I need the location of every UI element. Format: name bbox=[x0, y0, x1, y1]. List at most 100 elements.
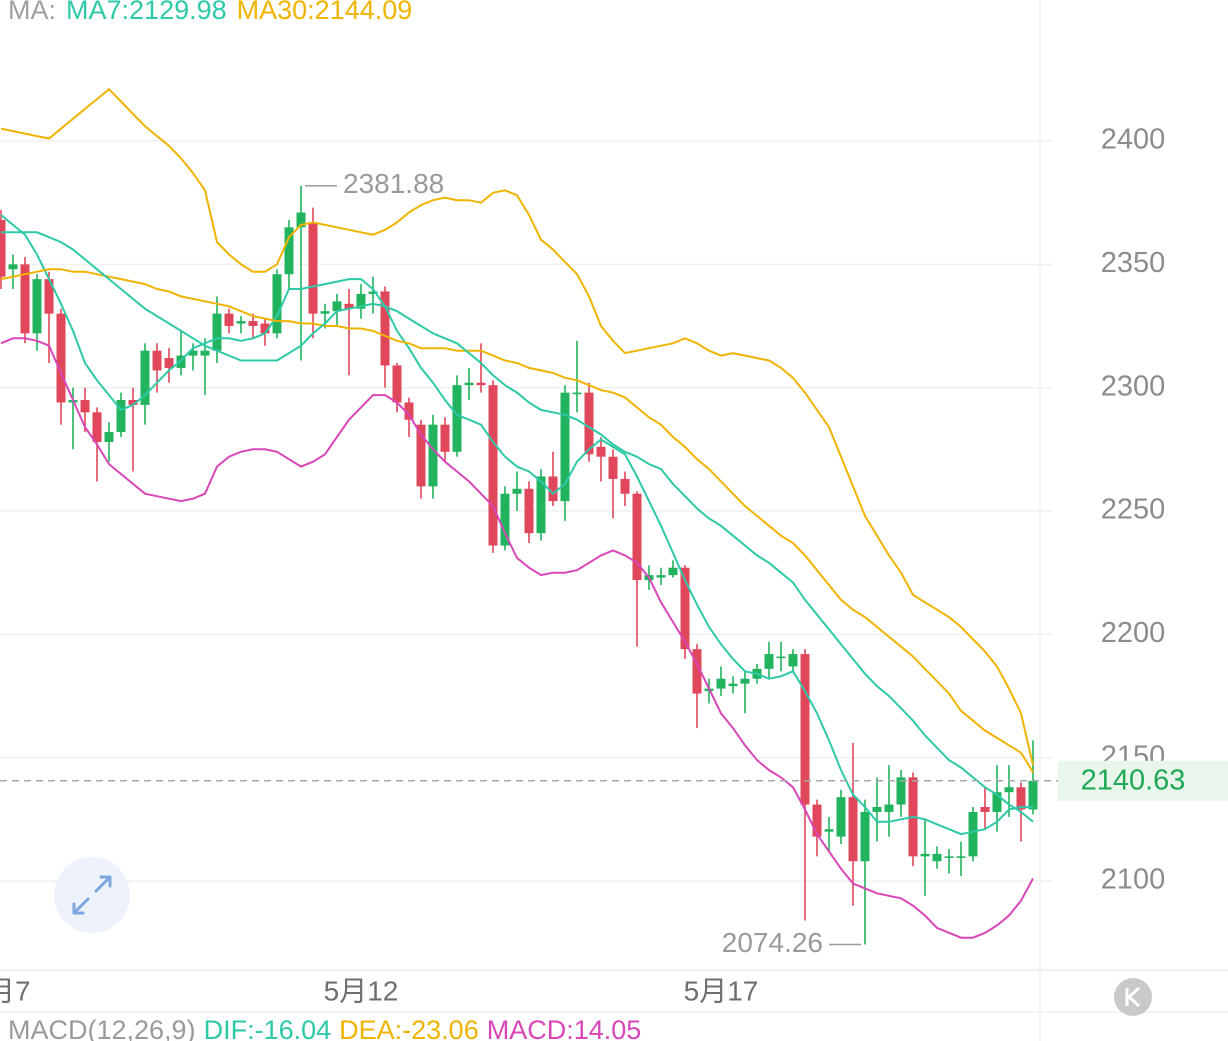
y-tick-label: 2100 bbox=[1101, 864, 1166, 896]
candle-body bbox=[944, 856, 954, 858]
k-button-bg[interactable] bbox=[1114, 978, 1152, 1016]
candle-body bbox=[788, 654, 798, 667]
x-tick-label: 5月7 bbox=[0, 975, 31, 1006]
candle-body bbox=[488, 385, 498, 546]
candle-body bbox=[680, 567, 690, 650]
y-tick-label: 2250 bbox=[1101, 494, 1166, 526]
candle-body bbox=[848, 797, 858, 862]
candle-body bbox=[824, 829, 834, 832]
candle-body bbox=[104, 432, 114, 442]
indicator-line bbox=[1, 231, 1034, 823]
candle-body bbox=[800, 654, 810, 805]
y-tick-label: 2300 bbox=[1101, 370, 1166, 402]
candle-body bbox=[416, 424, 426, 487]
candle-body bbox=[296, 212, 306, 228]
current-price-box bbox=[1058, 760, 1228, 801]
legend: MA: MA7:2129.98 MA30:2144.09 bbox=[8, 0, 412, 25]
candle-body bbox=[896, 777, 906, 805]
macd-legend-entry: DEA:-23.06 bbox=[339, 1015, 479, 1041]
candle-body bbox=[620, 478, 630, 494]
legend-entry: MA7:2129.98 bbox=[66, 0, 227, 25]
indicator-lines bbox=[0, 87, 1034, 939]
candle-body bbox=[812, 804, 822, 837]
candle-body bbox=[608, 456, 618, 479]
candle-body bbox=[980, 807, 990, 812]
y-tick-label: 2200 bbox=[1101, 617, 1166, 649]
candle-body bbox=[332, 301, 342, 312]
candle-body bbox=[500, 493, 510, 546]
k-button[interactable] bbox=[1114, 978, 1152, 1016]
k-icon bbox=[1125, 986, 1141, 1008]
macd-legend-entry: DIF:-16.04 bbox=[204, 1015, 332, 1041]
candle-body bbox=[560, 392, 570, 502]
candle-body bbox=[524, 488, 534, 534]
candle-body bbox=[404, 402, 414, 420]
candle-body bbox=[776, 656, 786, 659]
candle-body bbox=[380, 291, 390, 366]
candle-body bbox=[872, 807, 882, 812]
overlay: 2381.88 2074.26 2140.63 bbox=[0, 168, 1228, 958]
candle-body bbox=[0, 219, 6, 277]
candle-body bbox=[92, 412, 102, 442]
macd-legend-entry: MACD:14.05 bbox=[487, 1015, 642, 1041]
candle-body bbox=[344, 303, 354, 309]
candle-body bbox=[128, 399, 138, 405]
candle-body bbox=[692, 649, 702, 694]
indicator-line bbox=[0, 268, 1034, 773]
candle-body bbox=[428, 424, 438, 487]
candle-body bbox=[632, 493, 642, 581]
candle-body bbox=[836, 797, 846, 837]
candle-body bbox=[536, 476, 546, 534]
candle-body bbox=[392, 365, 402, 403]
candle-body bbox=[212, 313, 222, 351]
min-label: 2074.26 bbox=[722, 927, 823, 958]
candle-body bbox=[968, 811, 978, 857]
candle-body bbox=[992, 792, 1002, 812]
candle-body bbox=[884, 804, 894, 812]
candle-body bbox=[320, 311, 330, 314]
candle-body bbox=[8, 264, 18, 270]
candle-body bbox=[188, 350, 198, 356]
candle-body bbox=[200, 350, 210, 356]
candle-body bbox=[572, 392, 582, 395]
candle-body bbox=[1004, 787, 1014, 793]
candle-body bbox=[656, 575, 666, 578]
indicator-line bbox=[0, 337, 1034, 939]
candle-body bbox=[440, 424, 450, 452]
candle-body bbox=[164, 358, 174, 368]
indicator-line bbox=[0, 87, 1034, 766]
x-tick-label: 5月17 bbox=[684, 975, 759, 1006]
current-price-label: 2140.63 bbox=[1081, 764, 1186, 796]
candle-body bbox=[272, 274, 282, 334]
candle-body bbox=[512, 488, 522, 494]
expand-button-bg[interactable] bbox=[54, 857, 130, 933]
candle-body bbox=[932, 853, 942, 862]
candle-body bbox=[452, 385, 462, 452]
legend-entry: MA30:2144.09 bbox=[237, 0, 413, 25]
candle-body bbox=[1028, 780, 1038, 810]
candle-body bbox=[44, 279, 54, 314]
candle-body bbox=[356, 293, 366, 309]
candle-body bbox=[464, 382, 474, 386]
candle-body bbox=[56, 313, 66, 403]
candle-body bbox=[80, 399, 90, 413]
x-tick-label: 5月12 bbox=[324, 975, 399, 1006]
legend-title: MA: bbox=[8, 0, 56, 25]
candle-body bbox=[20, 264, 30, 334]
grid: 21002150220022502300235024005月75月125月17 bbox=[0, 124, 1166, 1006]
candle-body bbox=[728, 683, 738, 687]
y-tick-label: 2400 bbox=[1101, 124, 1166, 156]
candle-body bbox=[236, 321, 246, 324]
expand-button[interactable] bbox=[54, 857, 130, 933]
candle-body bbox=[716, 678, 726, 689]
candle-body bbox=[668, 567, 678, 576]
candle-body bbox=[956, 856, 966, 858]
candle-body bbox=[740, 678, 750, 684]
candle-body bbox=[584, 392, 594, 455]
candle-body bbox=[1016, 787, 1026, 810]
candle-body bbox=[548, 476, 558, 502]
expand-icon bbox=[72, 875, 112, 915]
